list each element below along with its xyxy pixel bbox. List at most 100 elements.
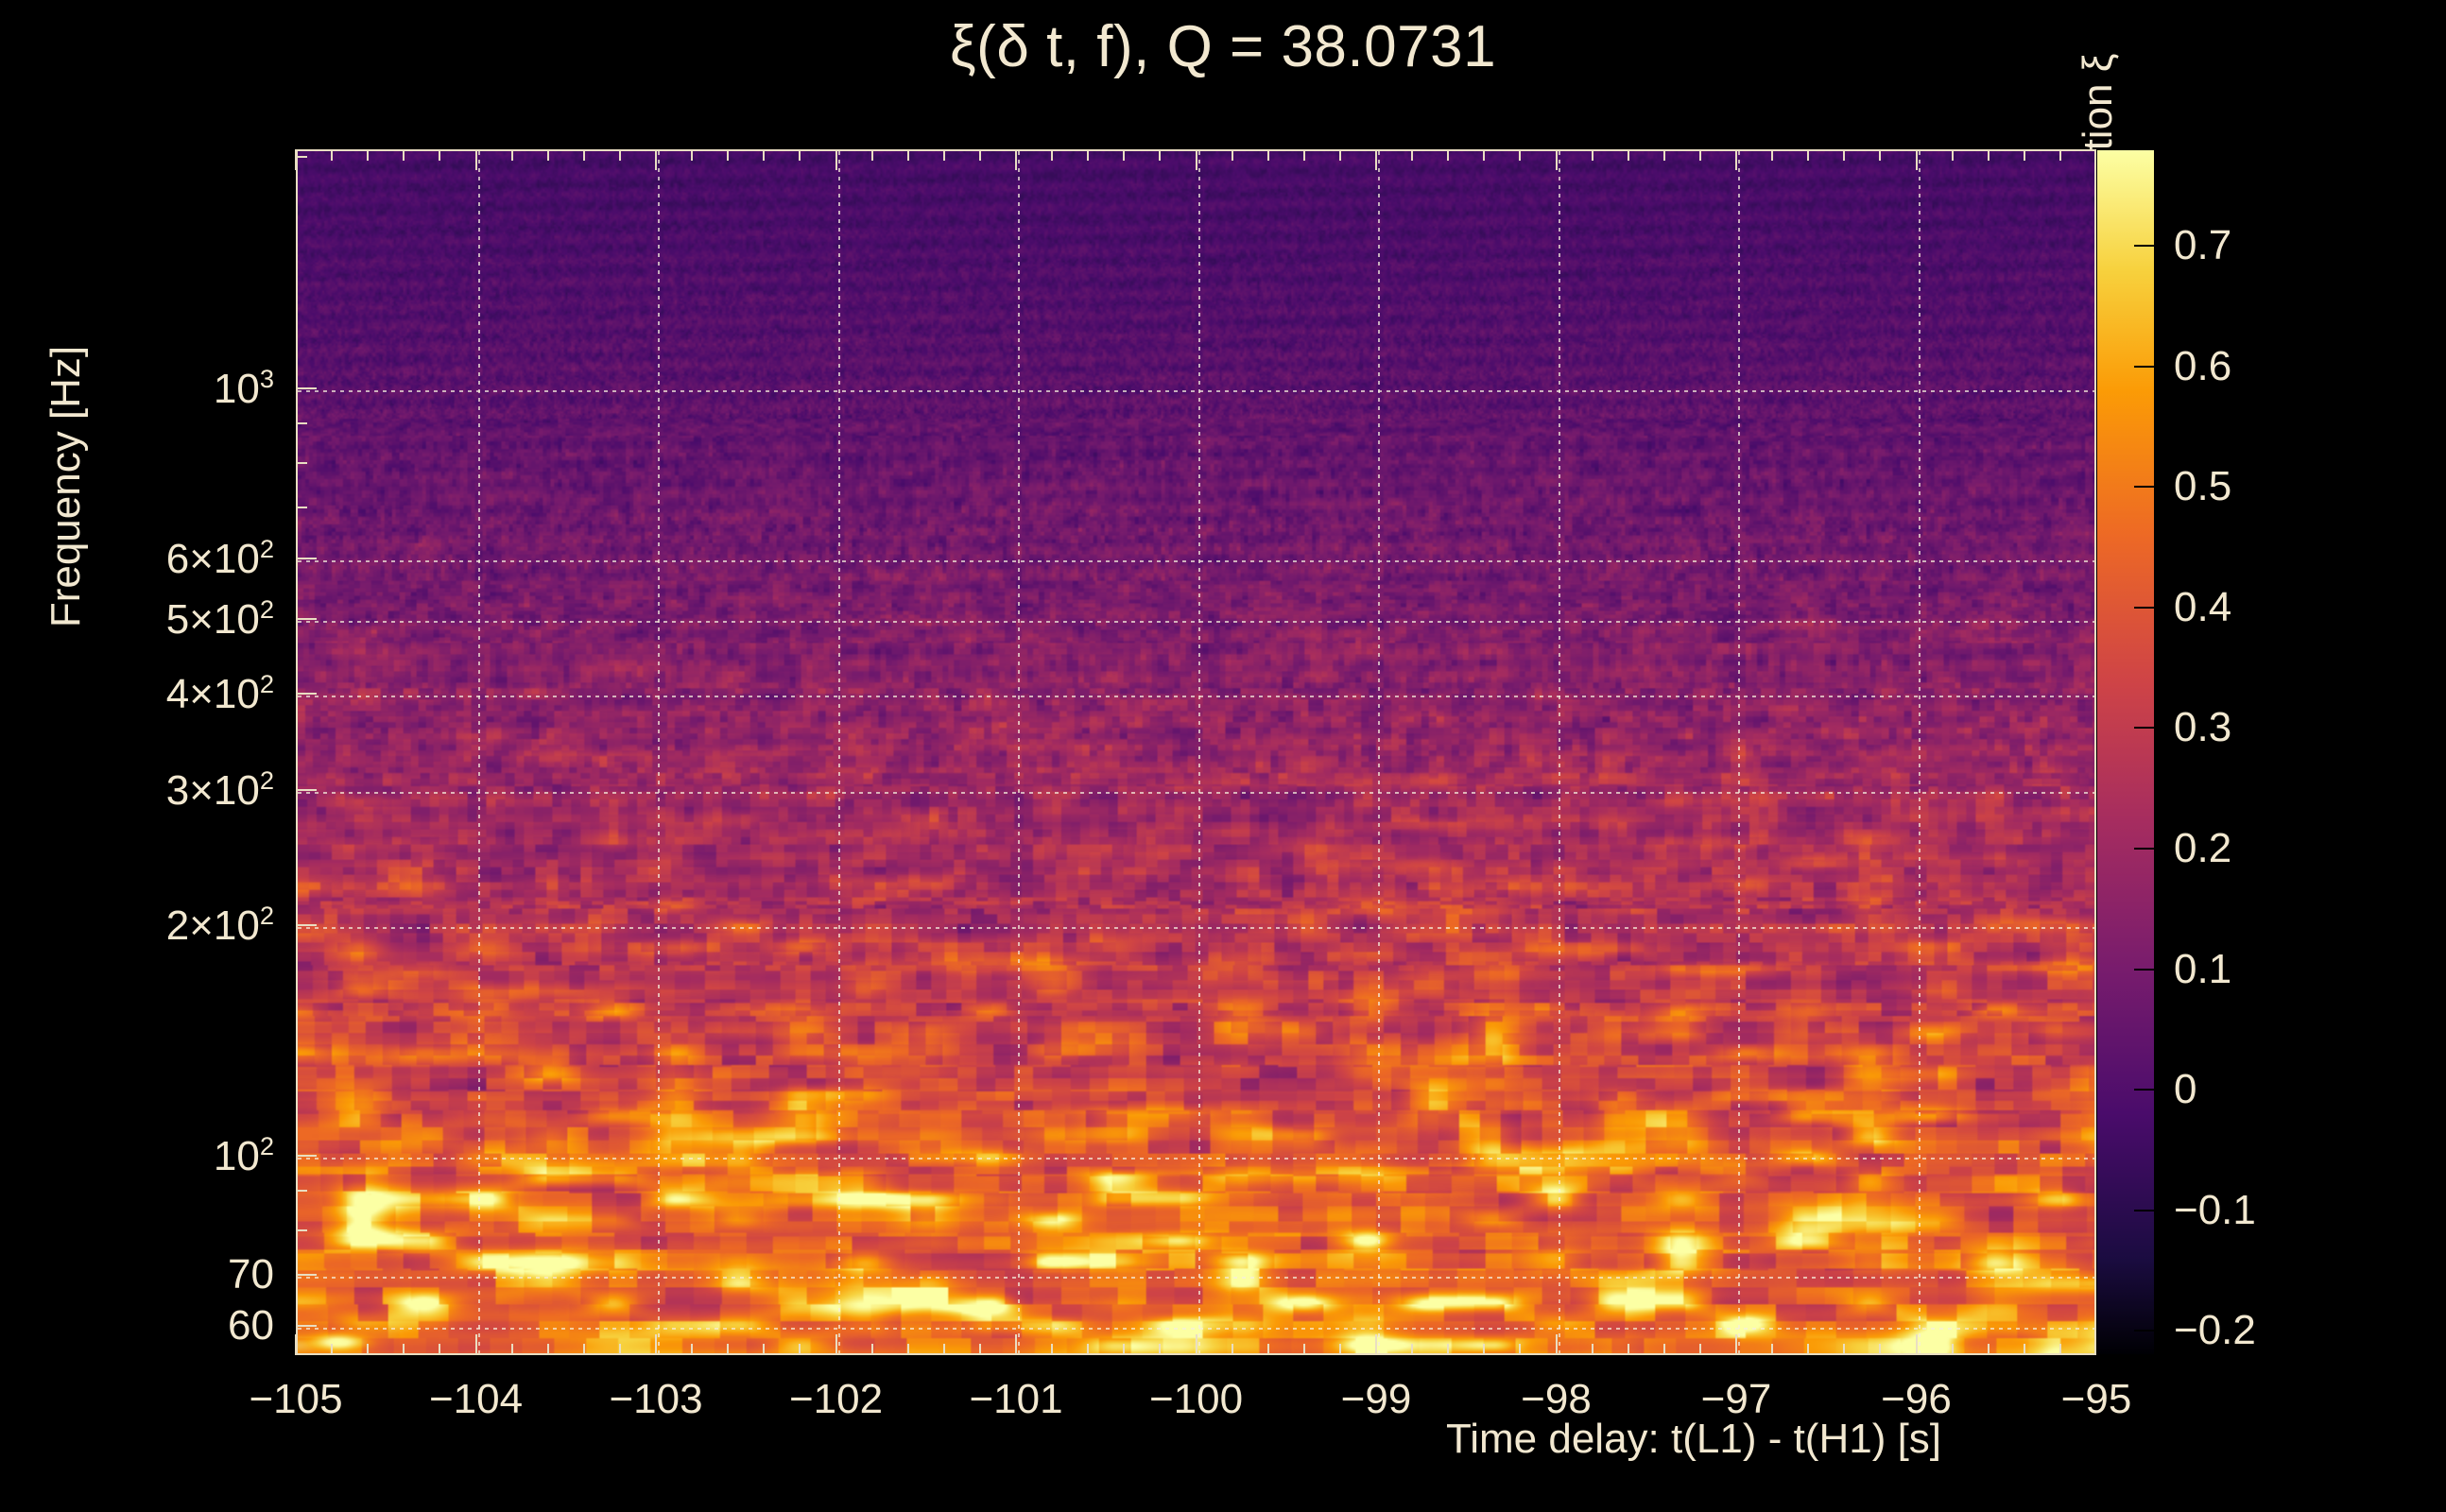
x-tick-mark [1735, 1334, 1737, 1355]
x-tick-label: −103 [609, 1376, 703, 1422]
y-tick-label: 102 [213, 1131, 274, 1179]
x-tick-minor-top [1159, 149, 1162, 161]
y-tick-minor [296, 506, 307, 508]
x-tick-minor [1483, 1344, 1486, 1355]
x-tick-minor [1302, 1344, 1305, 1355]
colorbar-tick-mark [2134, 1089, 2155, 1091]
x-tick-label: −105 [249, 1376, 343, 1422]
x-tick-mark-top [1195, 149, 1197, 170]
colorbar-tick-label: 0.7 [2174, 222, 2232, 269]
x-tick-minor [1447, 1344, 1450, 1355]
colorbar-tick-label: 0.4 [2174, 583, 2232, 630]
x-tick-minor-top [1266, 149, 1269, 161]
x-tick-minor [1698, 1344, 1701, 1355]
y-tick-minor [296, 422, 307, 425]
x-tick-label: −104 [428, 1376, 524, 1422]
colorbar-tick-label: 0.6 [2174, 342, 2232, 389]
x-tick-minor-top [1843, 149, 1846, 161]
x-tick-minor-top [1771, 149, 1774, 161]
x-tick-label: −98 [1521, 1376, 1592, 1422]
x-tick-minor-top [331, 149, 334, 161]
x-tick-minor [403, 1344, 405, 1355]
colorbar-tick-mark [2134, 848, 2155, 850]
y-tick-minor [296, 1325, 307, 1328]
x-tick-mark [1015, 1334, 1017, 1355]
x-tick-minor-top [1951, 149, 1954, 161]
x-tick-minor [1338, 1344, 1341, 1355]
x-tick-minor-top [1879, 149, 1882, 161]
colorbar-tick-mark [2134, 606, 2155, 609]
x-tick-minor [1087, 1344, 1090, 1355]
x-tick-minor-top [2058, 149, 2061, 161]
x-tick-mark [655, 1334, 657, 1355]
y-tick-minor [296, 1155, 307, 1158]
x-tick-mark-top [655, 149, 657, 170]
x-tick-mark [295, 1334, 297, 1355]
x-tick-minor-top [1987, 149, 1990, 161]
x-tick-minor [1519, 1344, 1522, 1355]
x-tick-minor-top [870, 149, 873, 161]
y-tick-minor [296, 693, 307, 696]
y-tick-label: 4×102 [165, 669, 274, 717]
x-tick-minor [331, 1344, 334, 1355]
x-tick-minor [727, 1344, 730, 1355]
x-tick-label: −95 [2060, 1376, 2132, 1422]
x-tick-label: −102 [788, 1376, 884, 1422]
x-tick-minor-top [1807, 149, 1810, 161]
y-tick-label: 5×102 [165, 594, 274, 644]
x-tick-mark-top [1375, 149, 1377, 170]
x-tick-minor [1771, 1344, 1774, 1355]
x-tick-minor [1123, 1344, 1126, 1355]
x-tick-label: −101 [969, 1376, 1063, 1422]
x-tick-minor-top [439, 149, 441, 161]
x-tick-minor-top [1447, 149, 1450, 161]
x-tick-minor [1951, 1344, 1954, 1355]
x-tick-minor-top [1483, 149, 1486, 161]
x-tick-minor [870, 1344, 873, 1355]
x-tick-mark [474, 1334, 477, 1355]
x-tick-minor-top [1627, 149, 1629, 161]
spectrogram-plot-area[interactable] [296, 149, 2096, 1355]
page-title: ξ(δ t, f), Q = 38.0731 [949, 14, 1497, 79]
x-tick-minor [2023, 1344, 2025, 1355]
colorbar-tick-mark [2134, 727, 2155, 730]
y-tick-minor [296, 788, 307, 791]
x-tick-minor-top [906, 149, 909, 161]
colorbar-tick-label: 0.5 [2174, 463, 2232, 510]
x-tick-minor-top [691, 149, 694, 161]
x-tick-mark-top [474, 149, 477, 170]
x-tick-minor-top [1591, 149, 1593, 161]
x-tick-minor [1879, 1344, 1882, 1355]
colorbar-tick-label: 0.3 [2174, 704, 2232, 751]
colorbar-tick-label: −0.1 [2174, 1186, 2256, 1233]
x-tick-minor [582, 1344, 585, 1355]
colorbar[interactable] [2096, 149, 2155, 1355]
x-tick-minor-top [403, 149, 405, 161]
x-tick-minor-top [1087, 149, 1090, 161]
x-tick-mark [1555, 1334, 1558, 1355]
x-tick-minor-top [799, 149, 801, 161]
spectrogram-image [298, 151, 2094, 1353]
x-tick-minor [1231, 1344, 1233, 1355]
x-tick-minor [906, 1344, 909, 1355]
colorbar-tick-mark [2134, 1330, 2155, 1332]
x-tick-minor [978, 1344, 981, 1355]
colorbar-tick-mark [2134, 486, 2155, 489]
x-tick-mark-top [1555, 149, 1558, 170]
x-tick-minor [1807, 1344, 1810, 1355]
x-tick-mark [1375, 1334, 1377, 1355]
colorbar-tick-label: −0.2 [2174, 1307, 2256, 1354]
y-tick-minor [296, 923, 307, 926]
x-tick-mark-top [835, 149, 837, 170]
x-tick-minor-top [618, 149, 621, 161]
y-tick-minor [296, 558, 307, 560]
x-tick-minor-top [1519, 149, 1522, 161]
x-tick-minor-top [1051, 149, 1054, 161]
colorbar-gradient [2097, 150, 2154, 1354]
y-tick-label: 2×102 [165, 900, 274, 949]
x-tick-minor-top [727, 149, 730, 161]
x-tick-minor-top [1231, 149, 1233, 161]
colorbar-tick-mark [2134, 365, 2155, 368]
x-tick-minor [1411, 1344, 1414, 1355]
x-tick-minor [799, 1344, 801, 1355]
